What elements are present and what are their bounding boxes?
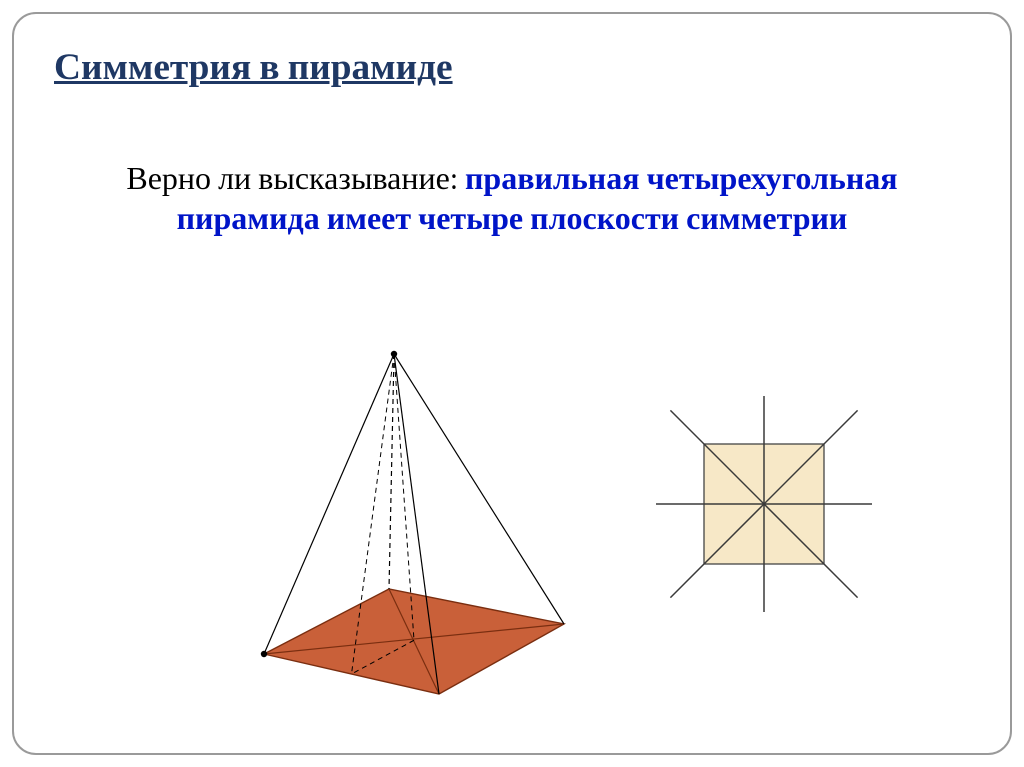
question-text: Верно ли высказывание: правильная четыре…	[54, 159, 970, 239]
square-symmetry-diagram	[644, 384, 884, 624]
question-prefix: Верно ли высказывание:	[126, 160, 465, 197]
pyramid-diagram	[194, 344, 614, 724]
slide-title: Симметрия в пирамиде	[54, 46, 970, 89]
slide-frame: Симметрия в пирамиде Верно ли высказыван…	[12, 12, 1012, 755]
figures-area	[14, 344, 1010, 724]
